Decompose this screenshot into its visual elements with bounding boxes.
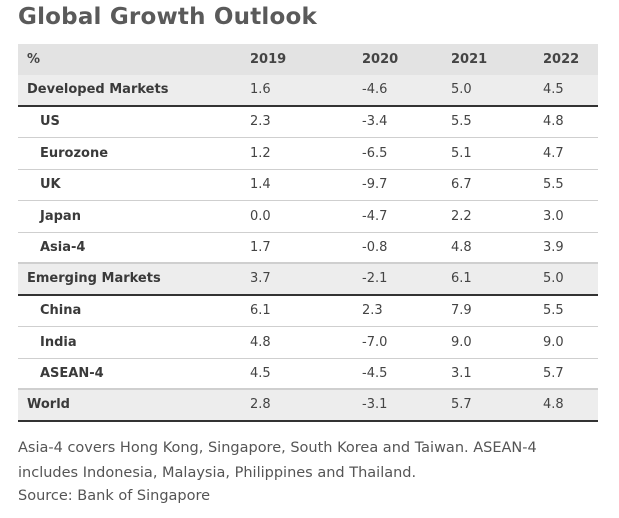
cell-2019: 2.3 [250,114,271,130]
source-note: Source: Bank of Singapore [18,488,211,504]
cell-2020: -7.0 [362,334,388,350]
cell-2020: -4.7 [362,208,388,224]
cell-2019: 1.2 [250,145,271,161]
cell-2022: 3.0 [543,208,564,224]
table-row: China 6.1 2.3 7.9 5.5 [18,295,598,327]
header-unit-label: % [27,52,41,67]
cell-2022: 5.5 [543,177,564,193]
cell-2021: 5.7 [451,397,472,413]
cell-2021: 7.9 [451,303,472,319]
table-row: US 2.3 -3.4 5.5 4.8 [18,106,598,138]
cell-2020: 2.3 [362,303,383,319]
header-year-2019: 2019 [250,52,287,67]
cell-2020: -3.4 [362,114,388,130]
cell-2019: 1.6 [250,82,271,98]
cell-2019: 6.1 [250,303,271,319]
row-label: Eurozone [40,145,109,161]
cell-2020: -3.1 [362,397,388,413]
cell-2019: 4.8 [250,334,271,350]
row-label: Japan [40,208,81,224]
cell-2022: 3.9 [543,239,564,255]
table-row: ASEAN-4 4.5 -4.5 3.1 5.7 [18,358,598,390]
cell-2019: 3.7 [250,271,271,287]
table-header-row: % 2019 2020 2021 2022 [18,44,598,75]
footnote-line-1: Asia-4 covers Hong Kong, Singapore, Sout… [18,440,537,456]
table-row: World 2.8 -3.1 5.7 4.8 [18,390,598,422]
cell-2022: 5.7 [543,365,564,381]
header-year-2022: 2022 [543,52,580,67]
row-label: US [40,114,60,130]
cell-2022: 4.8 [543,397,564,413]
row-label: UK [40,177,61,193]
cell-2020: -4.6 [362,82,388,98]
row-label: ASEAN-4 [40,365,104,381]
table-row: UK 1.4 -9.7 6.7 5.5 [18,169,598,201]
cell-2022: 5.5 [543,303,564,319]
table-row: Emerging Markets 3.7 -2.1 6.1 5.0 [18,264,598,296]
cell-2022: 4.5 [543,82,564,98]
cell-2022: 5.0 [543,271,564,287]
cell-2021: 5.1 [451,145,472,161]
cell-2020: -0.8 [362,239,388,255]
cell-2019: 1.7 [250,239,271,255]
table-row: Japan 0.0 -4.7 2.2 3.0 [18,201,598,233]
cell-2022: 4.7 [543,145,564,161]
header-year-2021: 2021 [451,52,488,67]
cell-2020: -2.1 [362,271,388,287]
row-label: World [27,397,70,413]
cell-2021: 2.2 [451,208,472,224]
cell-2022: 4.8 [543,114,564,130]
cell-2021: 5.5 [451,114,472,130]
page-title: Global Growth Outlook [18,4,317,30]
cell-2020: -6.5 [362,145,388,161]
row-label: Emerging Markets [27,271,161,287]
cell-2019: 1.4 [250,177,271,193]
cell-2021: 3.1 [451,365,472,381]
cell-2021: 4.8 [451,239,472,255]
row-label: Developed Markets [27,82,169,98]
cell-2019: 4.5 [250,365,271,381]
table-row: India 4.8 -7.0 9.0 9.0 [18,327,598,359]
header-year-2020: 2020 [362,52,399,67]
cell-2019: 0.0 [250,208,271,224]
cell-2021: 5.0 [451,82,472,98]
row-label: India [40,334,77,350]
table-row: Eurozone 1.2 -6.5 5.1 4.7 [18,138,598,170]
footnote-line-2: includes Indonesia, Malaysia, Philippine… [18,465,417,481]
table-row: Developed Markets 1.6 -4.6 5.0 4.5 [18,75,598,107]
cell-2021: 6.7 [451,177,472,193]
table-row: Asia-4 1.7 -0.8 4.8 3.9 [18,232,598,264]
cell-2020: -4.5 [362,365,388,381]
cell-2022: 9.0 [543,334,564,350]
footnote: Asia-4 covers Hong Kong, Singapore, Sout… [18,436,618,486]
growth-table: % 2019 2020 2021 2022 Developed Markets … [18,44,598,422]
cell-2021: 9.0 [451,334,472,350]
row-label: Asia-4 [40,239,86,255]
cell-2019: 2.8 [250,397,271,413]
row-label: China [40,303,82,319]
cell-2020: -9.7 [362,177,388,193]
cell-2021: 6.1 [451,271,472,287]
